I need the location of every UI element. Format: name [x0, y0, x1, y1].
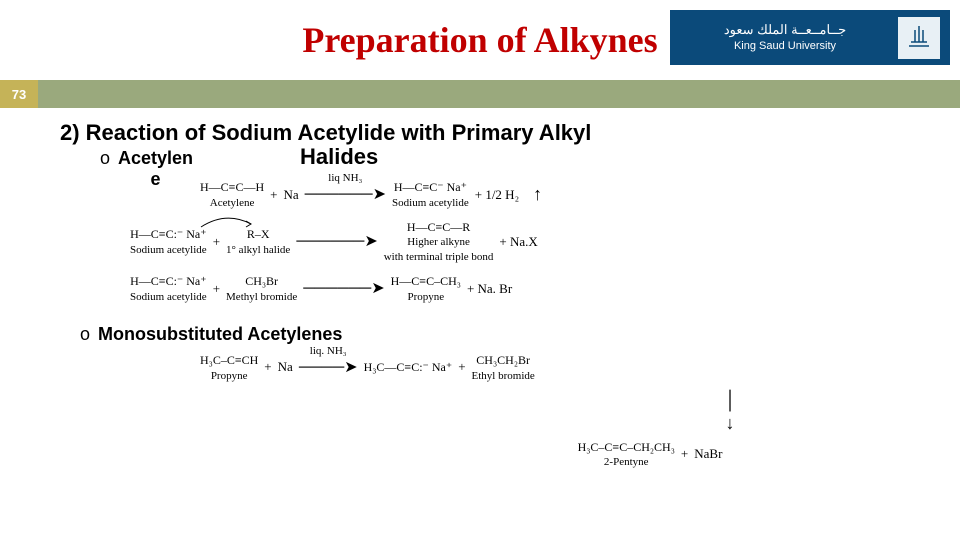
r4-right-label: Ethyl bromide — [472, 369, 535, 383]
r2-right-label2: with terminal triple bond — [384, 250, 494, 264]
slide-title: Preparation of Alkynes — [302, 19, 657, 61]
r3-nabr: + Na. Br — [467, 281, 512, 298]
r4-plus: + — [264, 359, 271, 376]
r4-arrow-label: liq. NH₃ — [310, 344, 347, 358]
r1-acetylide-formula: H—C≡C⁻ Na⁺ — [392, 180, 469, 196]
r3-right-label: Propyne — [391, 290, 461, 304]
r4-right-formula: CH₃CH₂Br — [472, 353, 535, 369]
r2-nax: + Na.X — [499, 234, 537, 251]
reaction-2: H—C≡C:⁻ Na⁺ Sodium acetylide + R–X 1° al… — [130, 220, 920, 264]
r4-na: Na — [278, 359, 293, 376]
r1-acetylene-formula: H—C≡C—H — [200, 180, 264, 196]
r3-left-label: Sodium acetylide — [130, 290, 207, 304]
reaction-4: H₃C–C≡CH Propyne + Na liq. NH₃ ────➤ H₃C… — [200, 353, 920, 470]
r2-plus: + — [213, 234, 220, 251]
bullet-text-1b: e — [118, 169, 193, 190]
logo-text: جــامــعــة الملك سعود King Saud Univers… — [680, 22, 890, 53]
r1-up-arrow: ↑ — [533, 183, 542, 206]
logo-emblem — [898, 17, 940, 59]
r3-plus: + — [213, 281, 220, 298]
title-bar: Preparation of Alkynes جــامــعــة الملك… — [0, 0, 960, 80]
r1-arrow: liq NH₃ ──────➤ — [305, 185, 386, 206]
r1-acetylene-label: Acetylene — [200, 196, 264, 210]
r2-right-formula: H—C≡C—R — [384, 220, 494, 236]
r2-rx-formula: R–X — [226, 227, 290, 243]
reaction-3: H—C≡C:⁻ Na⁺ Sodium acetylide + CH₃Br Met… — [130, 274, 920, 304]
r4-mid-formula: H₃C—C≡C:⁻ Na⁺ — [364, 360, 453, 376]
logo-arabic: جــامــعــة الملك سعود — [680, 22, 890, 39]
page-number-badge: 73 — [0, 80, 38, 108]
r4-left-formula: H₃C–C≡CH — [200, 353, 258, 369]
r5-formula: H₃C–C≡C–CH₂CH₃ — [578, 440, 675, 456]
r2-right-label: Higher alkyne — [384, 235, 494, 249]
r2-rx-label: 1° alkyl halide — [226, 243, 290, 257]
bullet-text-2: Monosubstituted Acetylenes — [98, 324, 342, 345]
r4-plus2: + — [458, 359, 465, 376]
r2-arrow: ──────➤ — [296, 232, 377, 253]
r1-acetylide-label: Sodium acetylide — [392, 196, 469, 210]
section-heading-line1: 2) Reaction of Sodium Acetylide with Pri… — [60, 120, 920, 146]
mono-section: o Monosubstituted Acetylenes H₃C–C≡CH Pr… — [60, 324, 920, 470]
r3-arrow: ──────➤ — [303, 279, 384, 300]
r4-arrow: liq. NH₃ ────➤ — [299, 358, 358, 379]
bullet-mono: o Monosubstituted Acetylenes — [80, 324, 920, 345]
r5-label: 2-Pentyne — [578, 455, 675, 469]
section-heading-line2: Halides — [300, 144, 378, 170]
accent-band: 73 — [0, 80, 960, 108]
down-arrow-icon: │↓ — [540, 389, 920, 436]
bullet-acetylene: o Acetylen e — [100, 148, 200, 190]
r4-left-label: Propyne — [200, 369, 258, 383]
r3-mid-label: Methyl bromide — [226, 290, 297, 304]
r1-plus: + — [270, 187, 277, 204]
r1-h2: + 1/2 H₂ — [475, 187, 519, 204]
university-logo: جــامــعــة الملك سعود King Saud Univers… — [670, 10, 950, 65]
r2-left-formula: H—C≡C:⁻ Na⁺ — [130, 227, 207, 243]
r3-right-formula: H—C≡C–CH₃ — [391, 274, 461, 290]
r1-arrow-label: liq NH₃ — [328, 171, 362, 185]
r5-plus: + — [681, 446, 688, 463]
content-area: 2) Reaction of Sodium Acetylide with Pri… — [0, 108, 960, 470]
reaction-1: H—C≡C—H Acetylene + Na liq NH₃ ──────➤ H… — [200, 180, 920, 210]
bullet-mark-2: o — [80, 324, 90, 345]
r2-left-label: Sodium acetylide — [130, 243, 207, 257]
curved-arrow-icon — [196, 209, 256, 229]
r5-nabr: NaBr — [694, 446, 722, 463]
r3-mid-formula: CH₃Br — [226, 274, 297, 290]
r1-na: Na — [283, 187, 298, 204]
logo-english: King Saud University — [680, 39, 890, 53]
bullet-mark: o — [100, 148, 110, 169]
bullet-text-1a: Acetylen — [118, 148, 193, 169]
r3-left-formula: H—C≡C:⁻ Na⁺ — [130, 274, 207, 290]
